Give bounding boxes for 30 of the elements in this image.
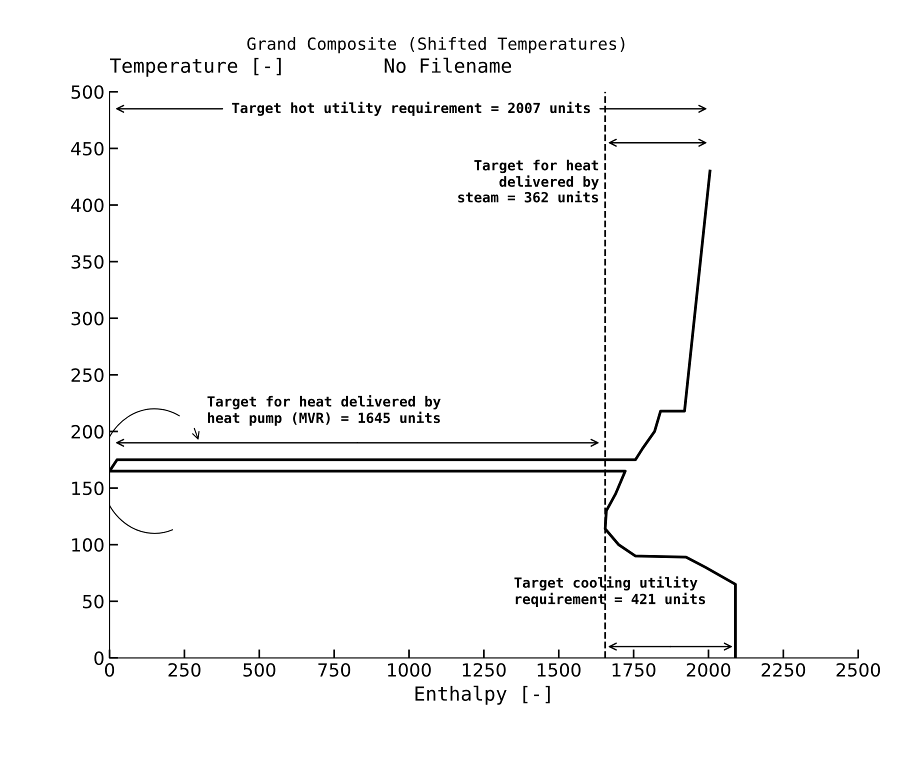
- x-tick-label: 750: [318, 663, 350, 677]
- x-tick-label: 1500: [538, 663, 581, 677]
- y-tick-label: 250: [72, 368, 104, 382]
- y-tick-label: 300: [72, 312, 104, 326]
- annotation: Target cooling utility requirement = 421 units: [514, 576, 706, 607]
- y-tick-label: 200: [72, 424, 104, 439]
- y-tick-label: 0: [94, 651, 104, 666]
- x-tick-label: 1000: [388, 663, 431, 677]
- x-tick-label: 1750: [612, 663, 656, 677]
- y-tick-label: 50: [83, 594, 104, 608]
- annotation: Target for heat delivered by steam = 362 units: [458, 160, 599, 202]
- y-tick-label: 500: [72, 85, 104, 99]
- y-tick-label: 450: [71, 142, 104, 156]
- annotation: Target for heat delivered by heat pump (MVR) = 1645 units: [207, 395, 441, 426]
- chart-title: Grand Composite (Shifted Temperatures): [247, 37, 624, 54]
- y-tick-label: 100: [72, 538, 104, 552]
- annotation: Target hot utility requirement = 2007 units: [232, 102, 590, 116]
- x-tick-label: 2500: [836, 663, 880, 677]
- y-axis-title: Temperature [-]: [110, 58, 281, 77]
- x-axis-title: Enthalpy [-]: [416, 686, 550, 705]
- y-tick-label: 400: [71, 198, 104, 212]
- y-tick-label: 150: [72, 482, 104, 496]
- text: No Filename: [384, 58, 512, 73]
- x-tick-label: 250: [168, 663, 200, 677]
- y-tick-label: 350: [72, 255, 104, 269]
- x-tick-label: 2000: [686, 663, 730, 677]
- x-tick-label: 2250: [762, 663, 806, 677]
- x-tick-label: 1250: [462, 663, 506, 677]
- x-tick-label: 0: [105, 663, 114, 677]
- x-tick-label: 500: [243, 663, 276, 677]
